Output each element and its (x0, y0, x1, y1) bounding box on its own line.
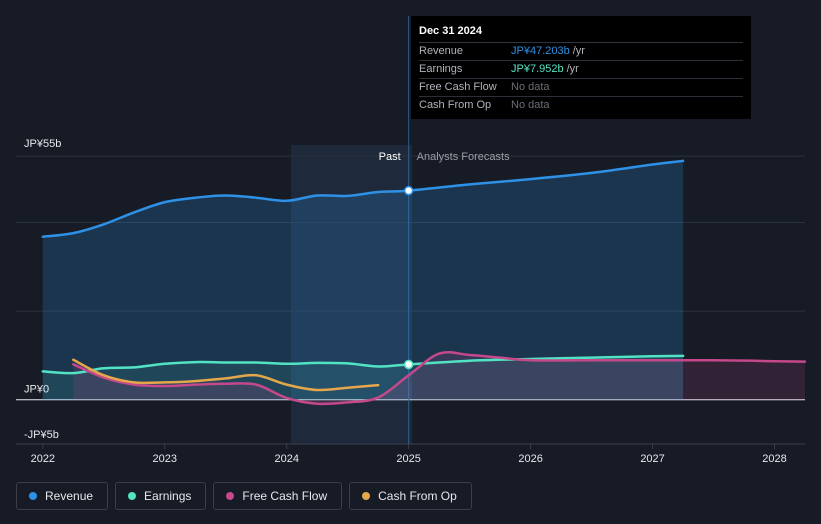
x-tick-label: 2024 (274, 453, 298, 465)
revenue-marker (403, 185, 414, 196)
revenue-area (42, 160, 684, 400)
tooltip-value: JP¥7.952b (511, 63, 564, 75)
tooltip-unit: /yr (572, 45, 585, 57)
legend-item-revenue[interactable]: Revenue (16, 482, 109, 510)
past-label: Past (379, 151, 401, 163)
forecast-label: Analysts Forecasts (417, 151, 510, 163)
tooltip-label: Revenue (419, 45, 464, 57)
x-tick-label: 2023 (153, 453, 177, 465)
hover-tooltip: Dec 31 2024 Revenue JP¥47.203b/yr Earnin… (411, 16, 751, 119)
earnings-area (42, 355, 684, 400)
cash-from-op-line (72, 358, 380, 392)
tooltip-label: Cash From Op (419, 99, 492, 111)
tooltip-row-earnings: Earnings JP¥7.952b/yr (419, 61, 743, 79)
legend-dot-icon (29, 492, 37, 500)
legend-item-earnings[interactable]: Earnings (115, 482, 207, 510)
tooltip-value: No data (511, 99, 550, 111)
revenue-line (41, 159, 685, 238)
y-tick-label: JP¥55b (24, 138, 61, 150)
x-tick-label: 2025 (396, 453, 420, 465)
legend-label: Revenue (45, 489, 94, 503)
legend-dot-icon (362, 492, 371, 500)
legend-label: Cash From Op (378, 489, 457, 503)
x-tick-label: 2026 (518, 453, 542, 465)
legend-label: Earnings (144, 489, 192, 503)
y-tick-label: JP¥0 (24, 384, 49, 396)
tooltip-label: Earnings (419, 63, 463, 75)
earnings-marker (403, 359, 414, 370)
x-tick-label: 2028 (762, 453, 786, 465)
legend-item-free-cash-flow[interactable]: Free Cash Flow (213, 482, 343, 510)
tooltip-unit: /yr (566, 63, 579, 75)
x-tick-label: 2027 (640, 453, 664, 465)
x-tick-label: 2022 (31, 453, 55, 465)
tooltip-row-free-cash-flow: Free Cash Flow No data (419, 79, 743, 97)
legend-dot-icon (128, 492, 137, 500)
legend-item-cash-from-op[interactable]: Cash From Op (349, 482, 472, 510)
y-tick-label: -JP¥5b (24, 429, 59, 441)
tooltip-label: Free Cash Flow (419, 81, 497, 93)
legend: Revenue Earnings Free Cash Flow Cash Fro… (16, 482, 472, 510)
tooltip-value: JP¥47.203b (511, 45, 570, 57)
legend-label: Free Cash Flow (242, 489, 328, 503)
legend-dot-icon (226, 492, 235, 500)
tooltip-value: No data (511, 81, 550, 93)
free-cash-flow-area (73, 352, 806, 404)
free-cash-flow-line (72, 351, 807, 406)
tooltip-date: Dec 31 2024 (419, 24, 743, 43)
tooltip-row-cash-from-op: Cash From Op No data (419, 97, 743, 114)
earnings-line (41, 354, 685, 375)
tooltip-row-revenue: Revenue JP¥47.203b/yr (419, 43, 743, 61)
